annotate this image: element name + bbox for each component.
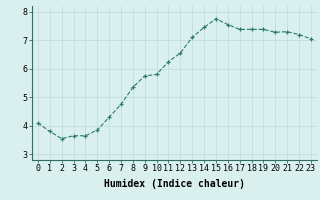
X-axis label: Humidex (Indice chaleur): Humidex (Indice chaleur) bbox=[104, 179, 245, 189]
